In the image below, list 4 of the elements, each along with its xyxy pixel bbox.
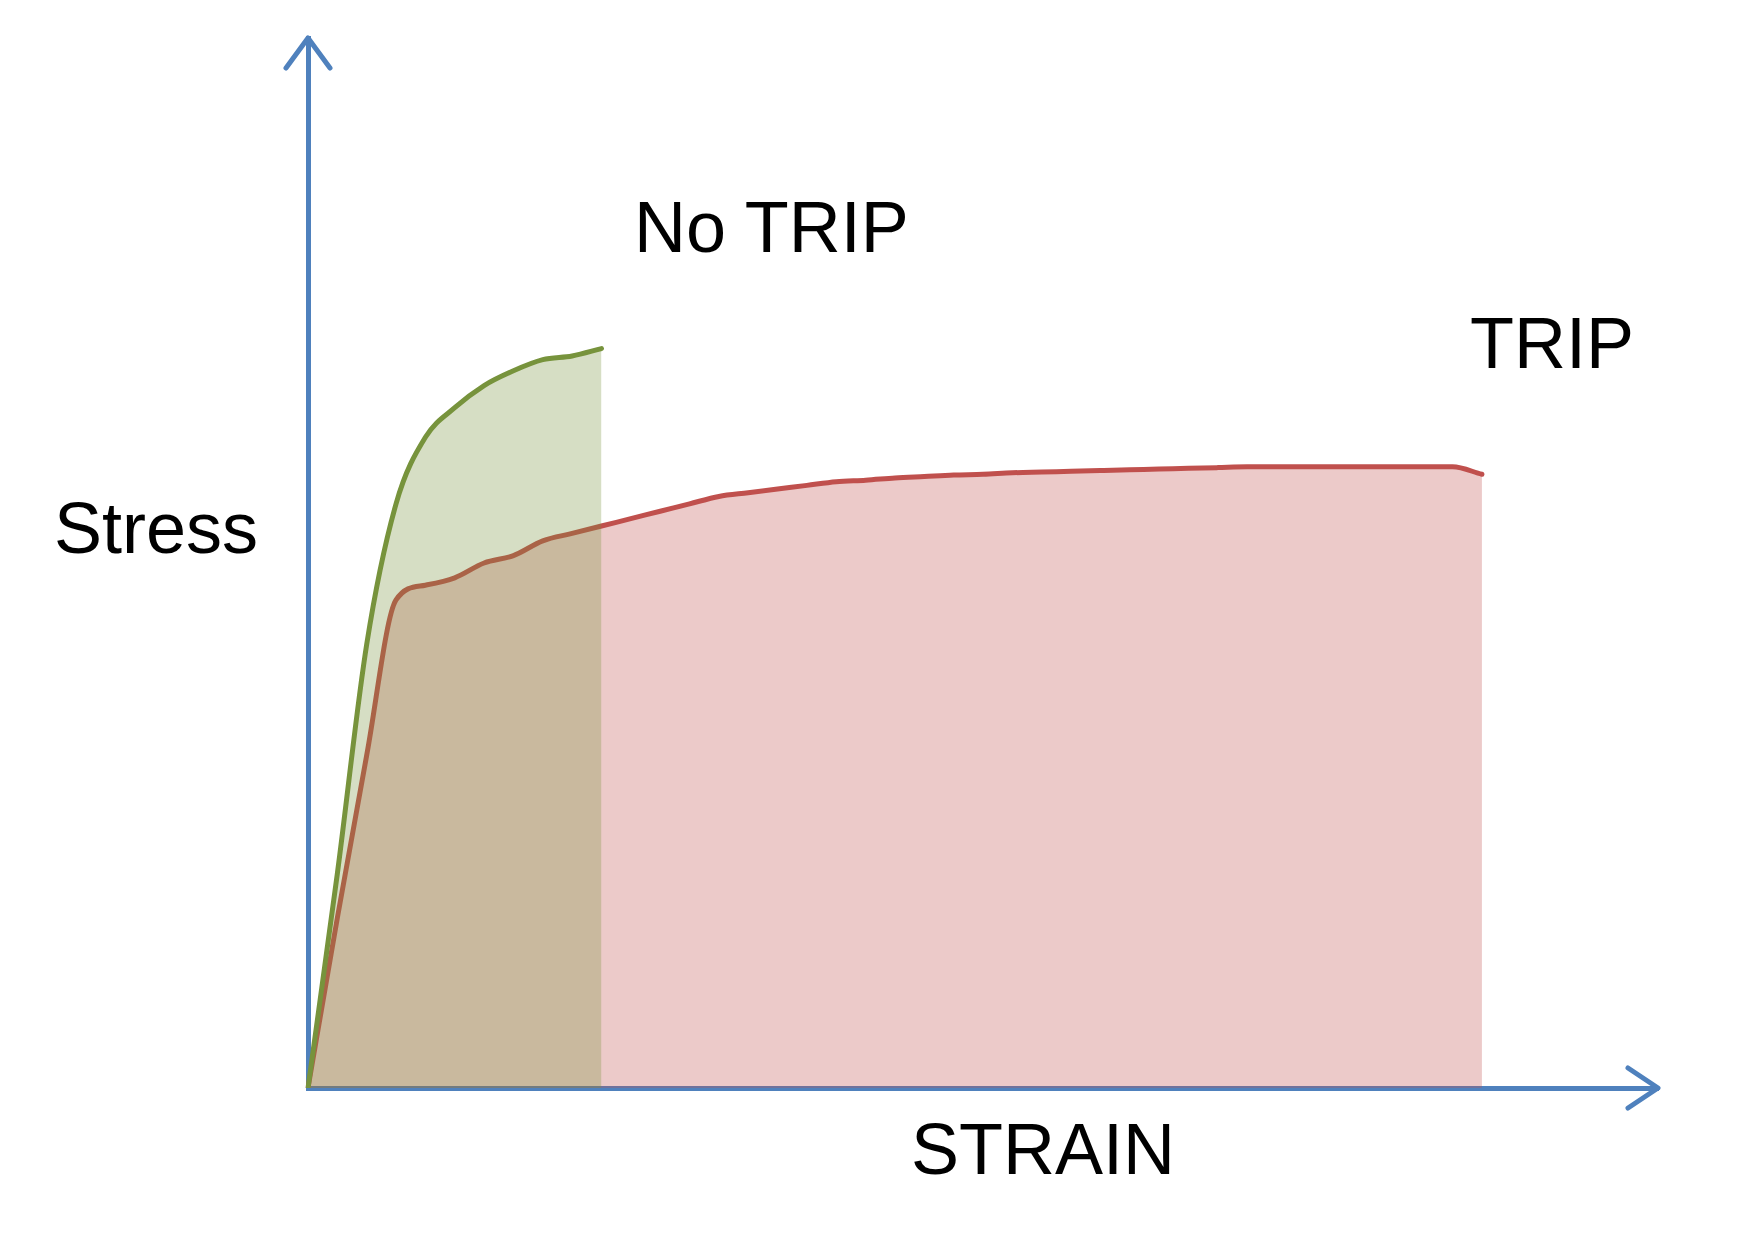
series-label: TRIP — [1469, 303, 1634, 384]
y-axis-title: Stress — [53, 488, 258, 569]
x-axis-title: STRAIN — [910, 1108, 1176, 1189]
series-label: No TRIP — [634, 187, 909, 268]
